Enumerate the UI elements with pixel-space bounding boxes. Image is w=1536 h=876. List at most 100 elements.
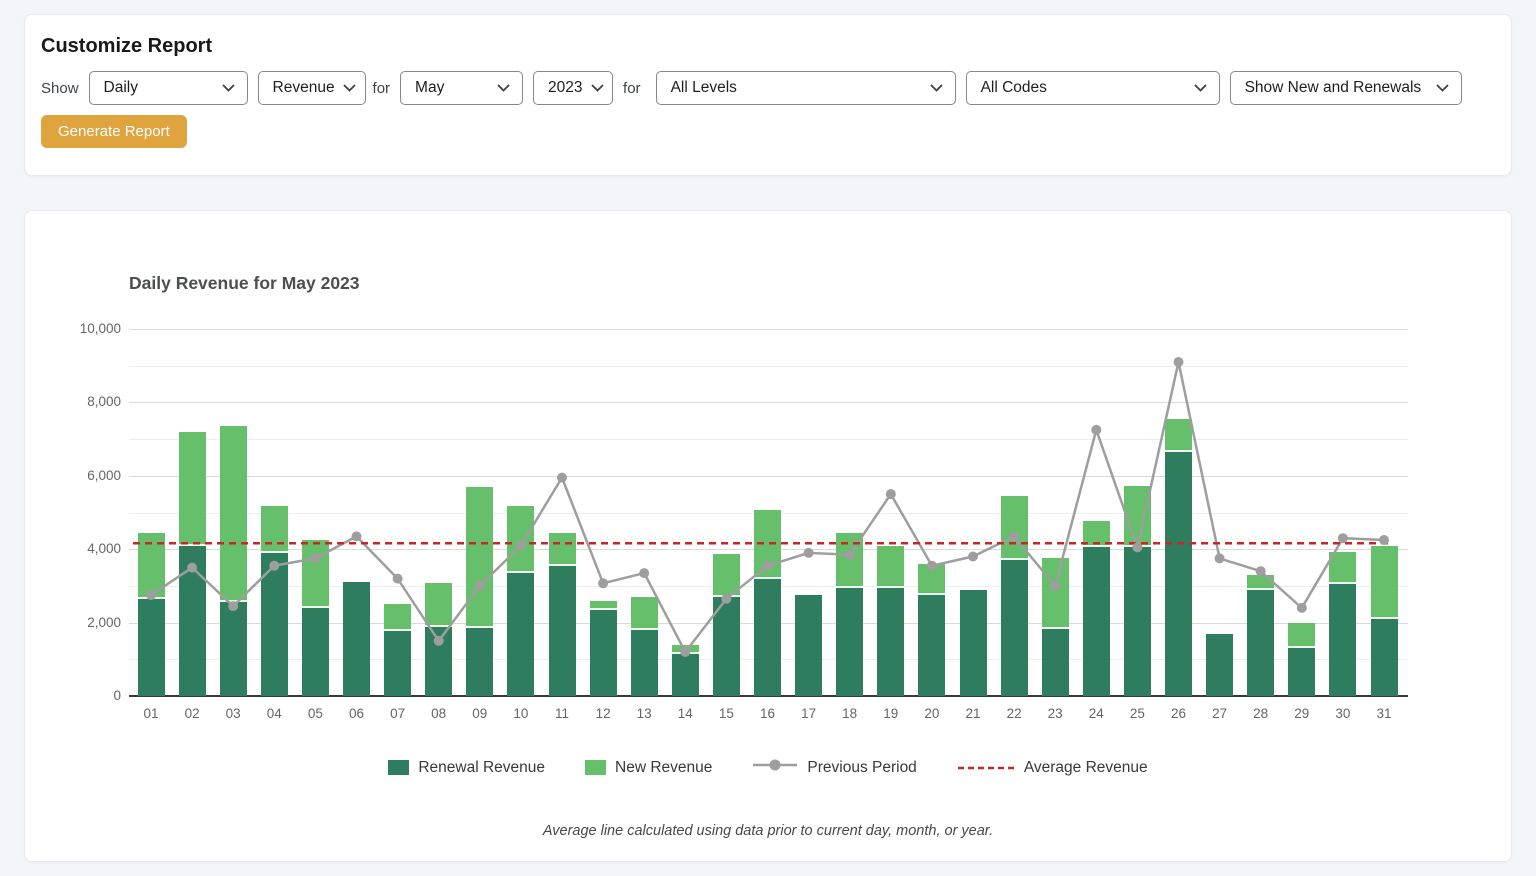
report-controls-row: Show Daily Revenue for May 2023 for All …: [41, 71, 1511, 105]
bar-new-day-22: [1000, 496, 1028, 561]
levels-select-value: All Levels: [670, 79, 737, 96]
x-axis-tick-label: 29: [1294, 706, 1310, 721]
previous-period-point-day-30: [1337, 533, 1348, 544]
previous-period-point-day-15: [721, 593, 732, 604]
bar-renewal-day-16: [754, 578, 781, 696]
year-select-value: 2023: [548, 79, 583, 96]
x-axis-tick-label: 15: [718, 706, 734, 721]
average-revenue-dash-icon: [957, 759, 1015, 777]
chevron-down-icon: [1435, 84, 1449, 92]
legend-item-average-revenue[interactable]: Average Revenue: [957, 759, 1148, 777]
bar-renewal-day-06: [343, 582, 370, 696]
renewal-revenue-swatch: [388, 760, 410, 775]
x-axis-tick-label: 26: [1170, 706, 1187, 721]
bar-renewal-day-07: [384, 630, 412, 696]
previous-period-line-icon: [752, 758, 798, 777]
show-label: Show: [41, 79, 79, 97]
bar-renewal-day-11: [548, 565, 576, 696]
chevron-down-icon: [929, 84, 943, 92]
bar-new-day-23: [1041, 557, 1069, 630]
chart-panel: Daily Revenue for May 2023 Renewal Reven…: [24, 210, 1512, 862]
y-axis-tick-label: 2,000: [87, 614, 121, 630]
bar-renewal-day-25: [1123, 546, 1151, 696]
x-axis-tick-label: 27: [1212, 706, 1228, 721]
bar-new-day-30: [1329, 551, 1357, 585]
legend-item-previous-period[interactable]: Previous Period: [752, 758, 917, 777]
gridline: [129, 365, 1408, 367]
codes-select-value: All Codes: [980, 79, 1047, 96]
metric-select[interactable]: Revenue: [257, 71, 366, 105]
previous-period-point-day-25: [1132, 542, 1143, 553]
chart-area: Daily Revenue for May 2023 Renewal Reven…: [25, 211, 1511, 861]
metric-select-value: Revenue: [272, 79, 335, 96]
previous-period-point-day-07: [392, 573, 403, 584]
x-axis-line: [129, 695, 1408, 697]
chart-legend: Renewal Revenue New Revenue Previous Per…: [25, 758, 1511, 777]
year-select[interactable]: 2023: [533, 71, 614, 105]
x-axis-tick-label: 05: [307, 706, 323, 721]
bar-renewal-day-15: [712, 596, 740, 696]
new-renewals-select[interactable]: Show New and Renewals: [1229, 71, 1462, 105]
legend-label: New Revenue: [615, 758, 713, 776]
previous-period-point-day-14: [680, 647, 691, 657]
x-axis-tick-label: 24: [1088, 706, 1104, 721]
previous-period-point-day-29: [1296, 602, 1307, 613]
previous-period-line: [150, 361, 1385, 655]
gridline: [129, 439, 1408, 441]
gridline: [129, 402, 1408, 404]
bar-renewal-day-10: [507, 573, 535, 696]
interval-select[interactable]: Daily: [88, 71, 248, 105]
previous-period-point-day-21: [968, 551, 978, 562]
y-axis-tick-label: 0: [113, 688, 121, 703]
bar-renewal-day-30: [1329, 584, 1357, 696]
previous-period-point-day-27: [1214, 553, 1225, 564]
legend-item-renewal-revenue[interactable]: Renewal Revenue: [388, 759, 545, 777]
month-select[interactable]: May: [400, 71, 524, 105]
bar-new-day-02: [178, 431, 206, 546]
y-axis-tick-label: 8,000: [87, 394, 121, 410]
bar-renewal-day-23: [1041, 629, 1069, 696]
chevron-down-icon: [590, 84, 604, 92]
previous-period-point-day-28: [1255, 566, 1266, 577]
levels-select[interactable]: All Levels: [655, 71, 956, 105]
bar-renewal-day-26: [1165, 451, 1192, 696]
average-line-footnote: Average line calculated using data prior…: [542, 823, 994, 839]
x-axis-tick-label: 20: [924, 706, 940, 721]
interval-select-value: Daily: [103, 79, 138, 96]
x-axis-tick-label: 12: [595, 706, 611, 721]
previous-period-point-day-10: [515, 540, 526, 551]
bar-new-day-07: [384, 604, 412, 631]
legend-label: Average Revenue: [1023, 758, 1148, 776]
chevron-down-icon: [221, 84, 235, 92]
bar-new-day-31: [1370, 545, 1398, 619]
bar-renewal-day-18: [836, 587, 864, 696]
previous-period-point-day-18: [844, 549, 855, 560]
legend-label: Previous Period: [807, 758, 917, 776]
previous-period-point-day-03: [228, 601, 239, 612]
legend-item-new-revenue[interactable]: New Revenue: [585, 759, 712, 777]
generate-report-button[interactable]: Generate Report: [41, 115, 187, 148]
previous-period-point-day-02: [187, 562, 198, 573]
bar-renewal-day-27: [1206, 634, 1234, 696]
bar-new-day-11: [548, 532, 576, 566]
codes-select[interactable]: All Codes: [965, 71, 1220, 105]
bar-renewal-day-29: [1288, 648, 1316, 696]
previous-period-point-day-16: [762, 560, 773, 571]
bar-new-day-26: [1165, 418, 1192, 452]
previous-period-point-day-31: [1379, 535, 1389, 545]
y-axis-tick-label: 6,000: [87, 467, 121, 483]
x-axis-tick-label: 23: [1047, 706, 1063, 721]
bar-new-day-08: [425, 583, 453, 627]
x-axis-tick-label: 30: [1335, 706, 1351, 721]
y-axis-tick-label: 4,000: [87, 541, 121, 557]
previous-period-point-day-04: [269, 560, 280, 571]
previous-period-point-day-12: [598, 578, 609, 589]
chevron-down-icon: [342, 84, 356, 92]
bar-renewal-day-19: [877, 587, 905, 696]
bar-new-day-19: [877, 545, 905, 588]
bar-renewal-day-21: [959, 589, 987, 696]
previous-period-point-day-08: [433, 635, 444, 646]
bar-new-day-04: [260, 505, 288, 553]
previous-period-point-day-20: [926, 560, 937, 571]
line-overlay: [133, 357, 1392, 657]
